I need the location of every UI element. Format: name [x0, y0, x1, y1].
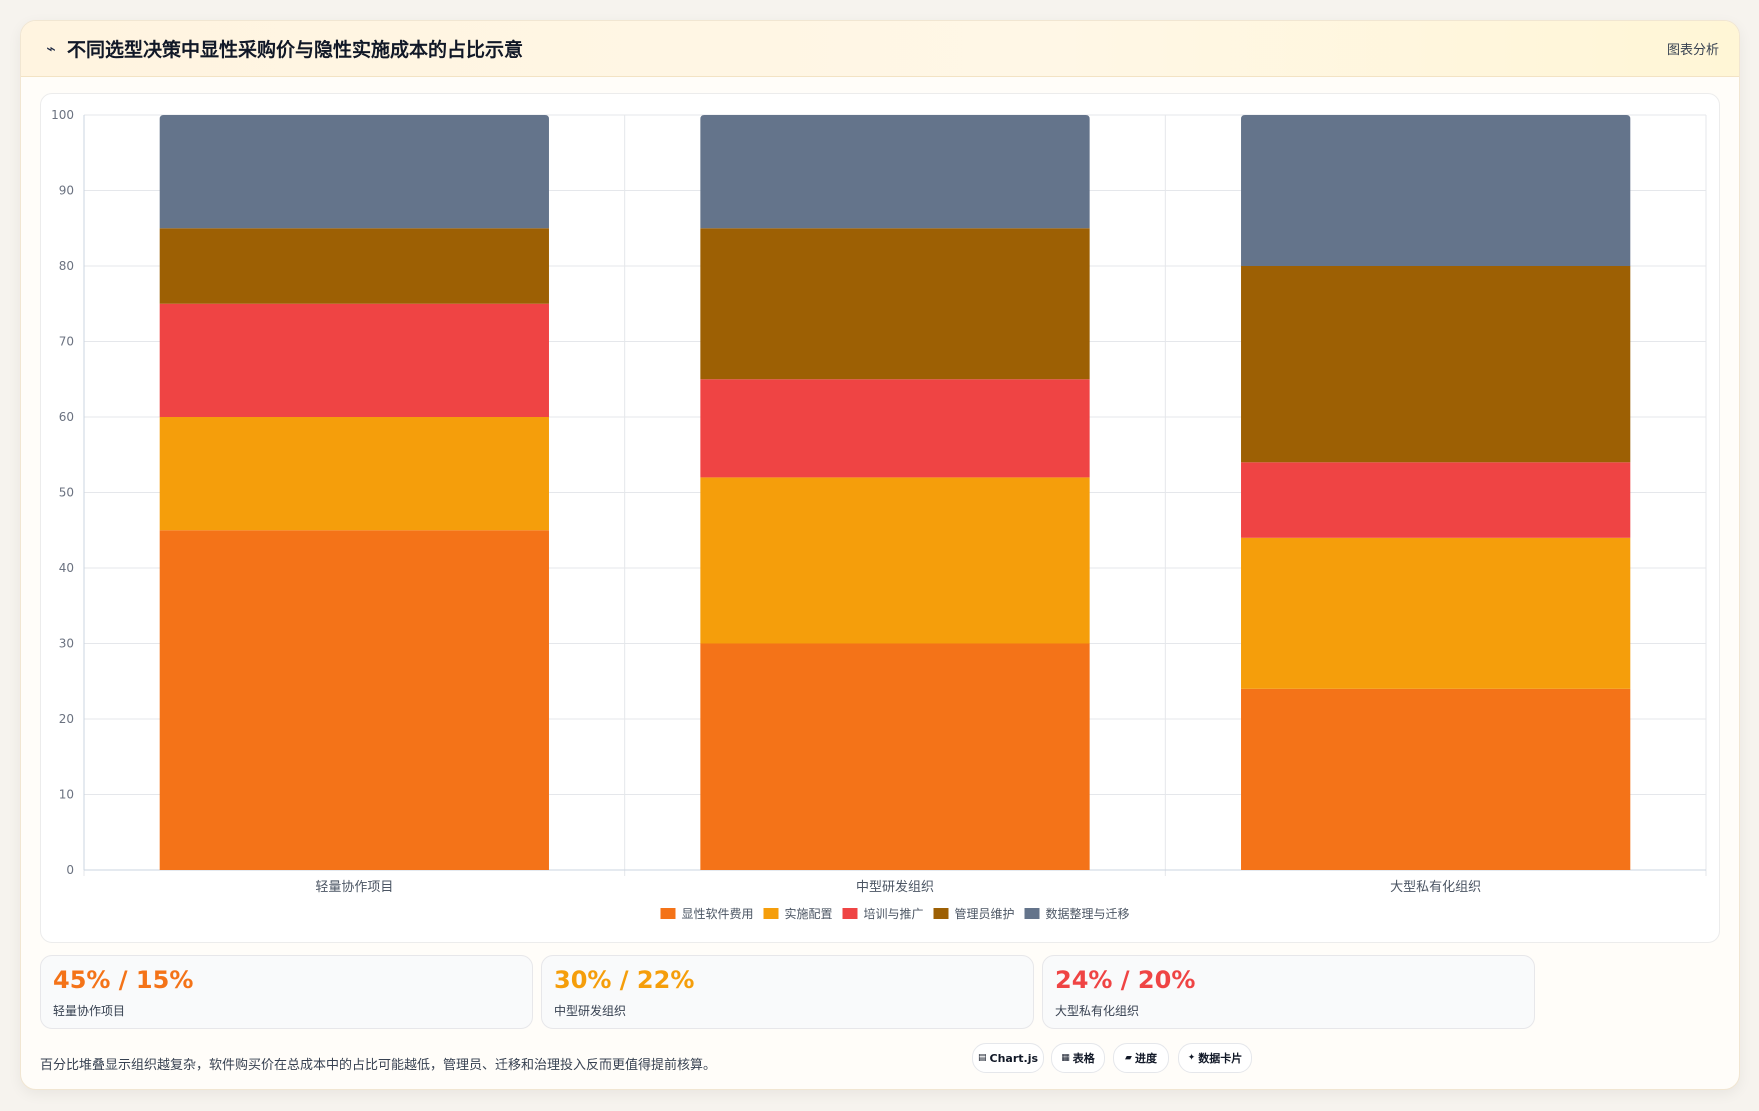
legend-label: 管理员维护	[955, 906, 1015, 921]
chart-title: 不同选型决策中显性采购价与隐性实施成本的占比示意	[67, 39, 524, 61]
trend-icon: ⌁	[46, 39, 56, 58]
stat-value: 30% / 22%	[554, 966, 695, 994]
stat-value: 24% / 20%	[1055, 966, 1196, 994]
chip-label: 进度	[1134, 1052, 1157, 1065]
stat-label: 中型研发组织	[554, 1004, 627, 1018]
bar-segment	[1241, 266, 1631, 463]
legend-label: 显性软件费用	[682, 907, 754, 921]
bar-segment	[1241, 115, 1631, 266]
table-icon: ▦	[1061, 1053, 1070, 1063]
x-tick-label: 中型研发组织	[856, 879, 934, 895]
card-icon: ✦	[1187, 1053, 1196, 1063]
chip-label: 表格	[1072, 1052, 1095, 1065]
y-tick-label: 60	[59, 410, 74, 424]
progress-icon: ▰	[1125, 1053, 1132, 1063]
y-tick-label: 90	[59, 184, 74, 198]
bar-segment	[700, 115, 1090, 229]
y-tick-label: 40	[59, 561, 74, 575]
bar-segment	[1241, 688, 1631, 870]
stat-card-large: 24% / 20% 大型私有化组织	[1042, 955, 1535, 1029]
stat-label: 大型私有化组织	[1055, 1004, 1140, 1018]
bar-segment	[159, 417, 549, 531]
bar-segment	[700, 477, 1090, 644]
bar-segment	[1241, 537, 1631, 689]
chart-footnote: 百分比堆叠显示组织越复杂，软件购买价在总成本中的占比可能越低，管理员、迁移和治理…	[40, 1058, 717, 1073]
y-tick-label: 100	[51, 108, 74, 122]
bar-segment	[159, 228, 549, 304]
bar-segment	[700, 643, 1090, 870]
chip-chartjs[interactable]: ▤ Chart.js	[972, 1043, 1044, 1073]
stat-value: 45% / 15%	[53, 966, 194, 994]
chip-data-card[interactable]: ✦ 数据卡片	[1178, 1043, 1252, 1073]
legend-label: 数据整理与迁移	[1046, 906, 1130, 921]
legend-swatch	[933, 908, 949, 919]
legend-swatch	[842, 908, 858, 919]
y-tick-label: 20	[59, 712, 74, 726]
stat-label: 轻量协作项目	[53, 1004, 126, 1018]
chart-icon: ▤	[977, 1053, 987, 1063]
chip-progress[interactable]: ▰ 进度	[1113, 1043, 1169, 1073]
card-header: ⌁ 不同选型决策中显性采购价与隐性实施成本的占比示意 图表分析	[21, 21, 1739, 77]
x-tick-label: 大型私有化组织	[1390, 880, 1481, 895]
bar-segment	[159, 115, 549, 229]
chart-card: ⌁ 不同选型决策中显性采购价与隐性实施成本的占比示意 图表分析 0 10 20 30 4…	[20, 20, 1740, 1090]
y-tick-label: 50	[59, 486, 74, 500]
y-tick-label: 10	[59, 788, 74, 802]
legend-swatch	[763, 908, 779, 919]
bar-segment	[700, 379, 1090, 478]
bar-segment	[159, 530, 549, 870]
x-tick-label: 轻量协作项目	[315, 880, 393, 895]
chip-label: 数据卡片	[1198, 1052, 1243, 1065]
bar-segment	[700, 228, 1090, 380]
chart-analysis-button[interactable]: 图表分析	[1666, 43, 1719, 58]
bar-segment	[159, 303, 549, 417]
y-tick-label: 70	[59, 335, 74, 349]
legend-label: 实施配置	[785, 906, 833, 921]
y-tick-label: 0	[66, 863, 74, 877]
legend-swatch	[1024, 908, 1040, 919]
bar-segment	[1241, 462, 1631, 538]
y-tick-label: 30	[59, 637, 74, 651]
stat-card-light: 45% / 15% 轻量协作项目	[40, 955, 533, 1029]
chip-label: Chart.js	[989, 1051, 1039, 1065]
chart-panel: 0 10 20 30 40 50 60 70 80 90 100 轻量协作项目 中型研发组织 大型私有化组…	[40, 93, 1720, 943]
stacked-bar-chart: 0 10 20 30 40 50 60 70 80 90 100 轻量协作项目 中型研发组织 大型私有化组…	[51, 108, 1707, 921]
chip-table[interactable]: ▦ 表格	[1051, 1043, 1105, 1073]
stat-card-medium: 30% / 22% 中型研发组织	[541, 955, 1034, 1029]
legend-label: 培训与推广	[864, 906, 924, 921]
legend-swatch	[660, 908, 676, 919]
y-tick-label: 80	[59, 259, 74, 273]
